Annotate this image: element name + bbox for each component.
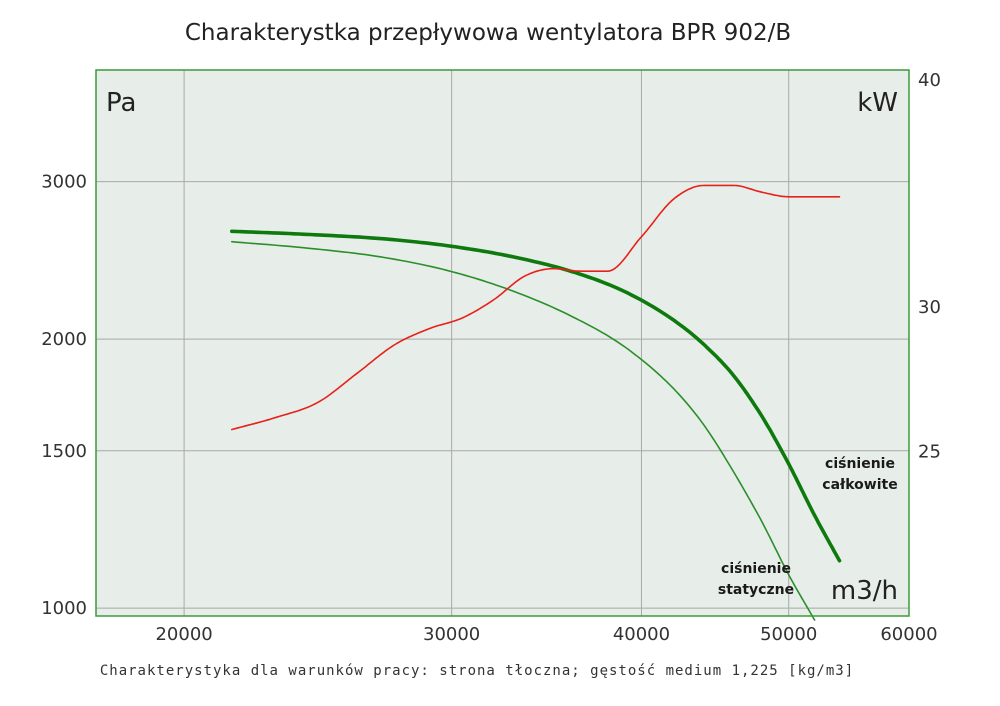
series-layer (230, 184, 842, 621)
right-axis-unit-label: kW (857, 88, 898, 118)
annotation-total-pressure-line2: całkowite (822, 477, 897, 493)
chart-title: Charakterystka przepływowa wentylatora B… (185, 20, 791, 46)
grid-lines (96, 70, 909, 616)
y-tick-label-2: 2000 (41, 329, 87, 350)
x-tick-label-4: 60000 (880, 624, 937, 645)
y2-tick-label-1: 30 (918, 297, 941, 318)
y-tick-label-3: 3000 (41, 172, 87, 193)
annotation-total-pressure: ciśnienie całkowite (822, 456, 897, 493)
y-tick-label-1: 1500 (41, 441, 87, 462)
x-tick-label-2: 40000 (613, 624, 670, 645)
y-tick-label-0: 1000 (41, 598, 87, 619)
plot-area (96, 70, 909, 616)
annotation-static-pressure-line1: ciśnienie (721, 561, 791, 577)
plot-frame (95, 69, 910, 617)
x-tick-label-0: 20000 (155, 624, 212, 645)
left-axis-unit-label: Pa (106, 88, 136, 118)
total-pressure-line (230, 229, 842, 563)
static-pressure-line (231, 240, 816, 621)
annotation-static-pressure-line2: statyczne (718, 582, 794, 598)
left-y-axis-ticks: 1000 1500 2000 3000 (41, 172, 87, 619)
x-tick-label-3: 50000 (760, 624, 817, 645)
x-axis-ticks: 20000 30000 40000 50000 60000 (155, 624, 937, 645)
power-line (231, 184, 841, 431)
right-y-axis-ticks: 25 30 40 (918, 70, 941, 463)
y2-tick-label-0: 25 (918, 441, 941, 462)
x-axis-unit-label: m3/h (831, 576, 898, 606)
chart-caption: Charakterystyka dla warunków pracy: stro… (100, 663, 854, 679)
annotation-total-pressure-line1: ciśnienie (825, 456, 895, 472)
y2-tick-label-2: 40 (918, 70, 941, 91)
annotation-static-pressure: ciśnienie statyczne (718, 561, 794, 598)
x-tick-label-1: 30000 (423, 624, 480, 645)
